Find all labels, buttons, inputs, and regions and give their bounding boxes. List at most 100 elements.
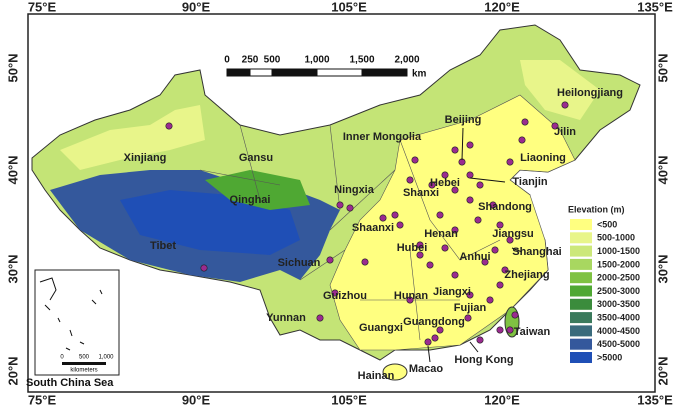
region-label: Zhejiang (504, 269, 549, 281)
inset-title: South China Sea (26, 377, 114, 389)
city-dot (481, 258, 489, 266)
legend-label: 4500-5000 (597, 339, 640, 349)
legend-swatch (570, 325, 592, 337)
region-label: Ningxia (334, 184, 375, 196)
inset-scale-label: 0 (60, 355, 64, 361)
inset: South China Sea 0 500 1,000 kilometers (26, 269, 120, 389)
inset-scale-label: 1,000 (98, 355, 114, 361)
region-label: Macao (409, 363, 444, 375)
region-label: Jiangsu (492, 228, 534, 240)
city-dot (451, 271, 459, 279)
scale-unit: km (412, 69, 427, 80)
legend-swatch (570, 285, 592, 297)
region-label: Gansu (239, 152, 273, 164)
region-label: Guangxi (359, 322, 403, 334)
region-label: Yunnan (266, 312, 306, 324)
legend-swatch (570, 298, 592, 310)
region-label: Xinjiang (124, 152, 167, 164)
city-dot (391, 211, 399, 219)
region-label: Jiangxi (433, 286, 471, 298)
region-label: Guangdong (403, 316, 465, 328)
city-dot (551, 122, 559, 130)
legend-swatch (570, 312, 592, 324)
region-label: Qinghai (230, 194, 271, 206)
city-dot (396, 221, 404, 229)
city-dot (518, 136, 526, 144)
northeast (520, 60, 600, 120)
region-label: Henan (424, 228, 458, 240)
legend-label: 3500-4000 (597, 312, 640, 322)
inset-unit: kilometers (70, 368, 97, 374)
city-dot (474, 216, 482, 224)
region-label: Tibet (150, 240, 176, 252)
region-label: Shanxi (403, 187, 439, 199)
lat-label: 30°N (5, 254, 20, 283)
scale-label: 500 (264, 55, 281, 66)
inset-scale (62, 362, 106, 365)
city-dot (426, 261, 434, 269)
scale-segment (316, 68, 363, 77)
city-dot (496, 281, 504, 289)
city-dot (331, 289, 339, 297)
scale-segment (361, 68, 408, 77)
city-dot (200, 264, 208, 272)
lon-label: 90°E (182, 0, 211, 14)
city-dot (521, 118, 529, 126)
region-label: Hong Kong (454, 354, 513, 366)
city-dot (316, 314, 324, 322)
city-dot (491, 246, 499, 254)
lon-label: 135°E (637, 0, 673, 14)
city-dot (406, 176, 414, 184)
city-dot (336, 201, 344, 209)
scale-bar: 0 250 500 1,000 1,500 2,000 km (224, 55, 426, 80)
city-dot (436, 211, 444, 219)
scale-label: 250 (242, 55, 259, 66)
inset-frame (34, 269, 120, 376)
tarim-basin (60, 105, 205, 170)
city-dot (506, 158, 514, 166)
scale-segment (226, 68, 251, 77)
region-label: Fujian (454, 302, 487, 314)
scale-segment (249, 68, 273, 77)
legend-swatch (570, 258, 592, 270)
legend-label: 4000-4500 (597, 326, 640, 336)
legend-label: <500 (597, 219, 617, 229)
scale-label: 1,000 (304, 55, 329, 66)
city-dot (466, 196, 474, 204)
legend-swatch (570, 338, 592, 350)
lat-label: 20°N (655, 356, 670, 385)
legend-label: 500-1000 (597, 233, 635, 243)
legend-label: 1500-2000 (597, 259, 640, 269)
labels: Heilongjiang Jilin Liaoning Beijing Inner Mo… (124, 87, 623, 382)
legend-label: 1000-1500 (597, 246, 640, 256)
city-dot (428, 181, 436, 189)
inset-islands (39, 277, 103, 351)
city-dot (416, 251, 424, 259)
legend: Elevation (m) <500 500-1000 1000-1500 1500-2… (568, 204, 640, 363)
region-label: Jilin (554, 126, 576, 138)
region-label: Shaanxi (352, 222, 394, 234)
region-label: Hebei (430, 177, 460, 189)
lon-label: 75°E (28, 392, 57, 407)
city-dot (441, 171, 449, 179)
city-dot (486, 296, 494, 304)
legend-swatch (570, 245, 592, 257)
legend-swatch (570, 352, 592, 363)
city-dot (406, 296, 414, 304)
hainan-island (382, 363, 408, 381)
region-label: Shandong (478, 201, 532, 213)
city-dot (379, 214, 387, 222)
legend-label: 3000-3500 (597, 299, 640, 309)
legend-swatch (570, 219, 592, 230)
region-label: Hainan (358, 370, 395, 382)
city-dot (451, 186, 459, 194)
region-label: Sichuan (278, 257, 321, 269)
lat-label: 30°N (655, 254, 670, 283)
city-dot (511, 311, 519, 319)
scale-segment (271, 68, 318, 77)
region-label: Inner Mongolia (343, 131, 422, 143)
legend-title: Elevation (m) (568, 204, 625, 214)
city-dot (416, 241, 424, 249)
city-dot (326, 256, 334, 264)
